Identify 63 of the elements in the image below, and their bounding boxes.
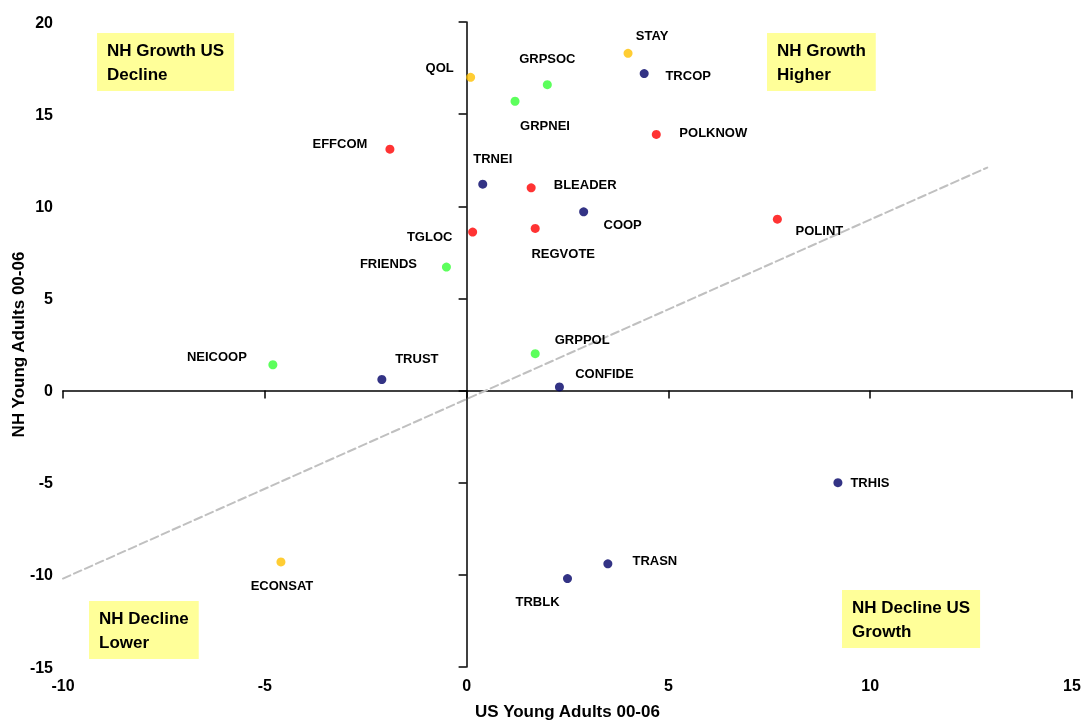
- point: [377, 375, 387, 385]
- point: [563, 574, 572, 584]
- point: [276, 557, 286, 567]
- x-axis-title: US Young Adults 00-06: [475, 701, 660, 721]
- point: [542, 80, 552, 90]
- point: [772, 214, 782, 224]
- point: [639, 69, 649, 79]
- x-tick-label: 15: [1063, 676, 1081, 694]
- annotation: NH Decline US Growth: [852, 597, 971, 641]
- point: [268, 360, 278, 370]
- annotation: NH Growth Higher: [777, 40, 866, 84]
- point: [510, 96, 520, 106]
- annotation: BLEADER: [553, 177, 618, 193]
- y-tick-label: 15: [35, 105, 54, 123]
- y-tick-label: -5: [38, 474, 54, 492]
- x-tick-label: 5: [663, 676, 673, 694]
- point: [526, 183, 536, 193]
- annotation: POLINT: [795, 222, 844, 238]
- point: [441, 262, 451, 272]
- annotation: FRIENDS: [359, 255, 418, 271]
- annotation: TRASN: [632, 553, 678, 569]
- x-tick-label: 10: [861, 676, 880, 694]
- annotation: TRNEI: [473, 150, 513, 166]
- annotation: TRUST: [395, 351, 439, 367]
- point: [651, 129, 661, 139]
- y-tick-label: 20: [35, 13, 54, 31]
- point: [530, 223, 540, 233]
- point: [833, 478, 843, 488]
- annotation: COOP: [603, 217, 643, 233]
- y-axis-title: NH Young Adults 00-06: [8, 251, 28, 438]
- point: [466, 72, 476, 82]
- annotation: NH Decline Lower: [99, 608, 189, 652]
- y-tick-label: -15: [29, 658, 54, 676]
- annotation: TRBLK: [515, 594, 561, 610]
- point: [530, 349, 540, 359]
- point: [623, 48, 633, 58]
- point: [478, 179, 488, 189]
- point: [554, 382, 564, 392]
- annotation: POLKNOW: [679, 124, 748, 140]
- annotation: GRPNEI: [520, 117, 570, 133]
- point: [603, 559, 613, 569]
- annotation: TRCOP: [665, 68, 712, 84]
- annotation: TRHIS: [850, 475, 890, 491]
- point: [468, 227, 478, 237]
- y-tick-label: -10: [29, 566, 54, 584]
- point: [579, 207, 589, 217]
- point: [385, 144, 395, 154]
- annotation: CONFIDE: [575, 366, 635, 382]
- annotation: TGLOC: [406, 228, 454, 244]
- annotation: GRPPOL: [554, 332, 610, 348]
- annotation: REGVOTE: [531, 245, 596, 261]
- annotation: NEICOOP: [186, 349, 248, 365]
- x-tick-label: -5: [257, 676, 273, 694]
- annotation: EFFCOM: [312, 135, 368, 151]
- annotation: ECONSAT: [250, 578, 314, 594]
- y-tick-label: 5: [44, 289, 54, 307]
- annotation: STAY: [635, 27, 669, 43]
- x-tick-label: 0: [462, 676, 472, 694]
- y-tick-label: 0: [44, 382, 54, 400]
- annotation: QOL: [425, 59, 454, 75]
- annotation: NH Growth US Decline: [107, 40, 225, 84]
- y-tick-label: 10: [35, 197, 54, 215]
- annotation: GRPSOC: [519, 51, 577, 67]
